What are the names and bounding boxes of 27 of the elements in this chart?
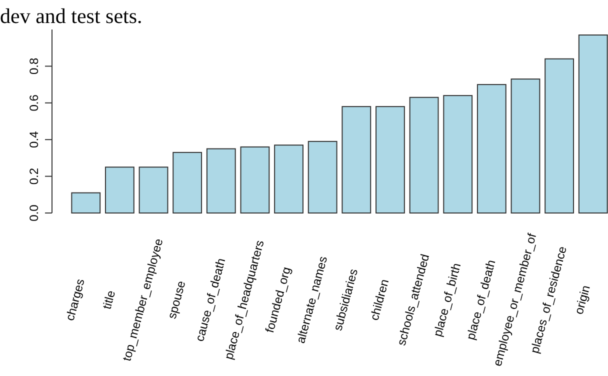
bar [578, 34, 608, 214]
bar [476, 84, 506, 214]
y-tick-label: 0.2 [27, 168, 41, 185]
y-tick-label: 0.8 [27, 58, 41, 75]
bar [206, 148, 236, 214]
bar [544, 58, 574, 214]
y-tick-label: 0.4 [27, 130, 41, 148]
bar [240, 146, 270, 214]
text: dev and test sets. [0, 4, 142, 28]
x-tick-label: children [367, 278, 392, 322]
bar [172, 152, 202, 214]
bar [342, 106, 372, 214]
x-tick-label: spouse [164, 278, 188, 320]
bar [308, 140, 338, 214]
bar [409, 96, 439, 214]
bar [376, 106, 405, 214]
bar [510, 78, 540, 214]
y-tick-label: 0.6 [27, 94, 41, 112]
x-tick-label: charges [62, 277, 88, 322]
bar [274, 144, 304, 214]
bar [104, 166, 134, 214]
bar [443, 95, 473, 214]
x-tick-label: title [100, 288, 118, 311]
bar [71, 192, 101, 214]
y-tick-label: 0.0 [27, 204, 41, 222]
x-tick-label: origin [572, 284, 593, 316]
bar [138, 166, 168, 214]
